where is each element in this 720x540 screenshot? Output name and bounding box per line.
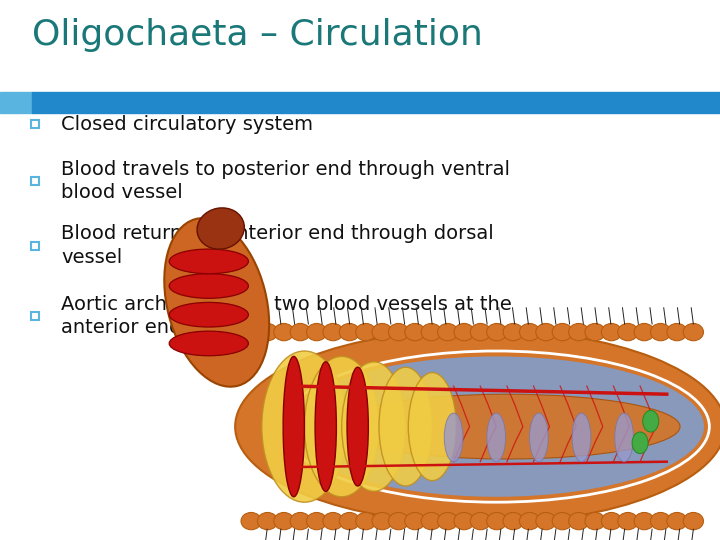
Bar xyxy=(0,92,32,113)
Ellipse shape xyxy=(164,218,269,387)
Bar xyxy=(32,92,720,113)
Ellipse shape xyxy=(197,208,244,249)
Ellipse shape xyxy=(257,512,278,530)
Ellipse shape xyxy=(323,512,343,530)
Ellipse shape xyxy=(421,512,441,530)
Ellipse shape xyxy=(519,512,540,530)
Ellipse shape xyxy=(388,323,409,341)
Text: Aortic arches link the two blood vessels at the
anterior end: Aortic arches link the two blood vessels… xyxy=(61,295,512,337)
Bar xyxy=(30,242,39,249)
Ellipse shape xyxy=(470,512,490,530)
Text: Oligochaeta – Circulation: Oligochaeta – Circulation xyxy=(32,18,483,52)
Ellipse shape xyxy=(487,323,507,341)
Ellipse shape xyxy=(572,413,591,462)
Ellipse shape xyxy=(388,512,409,530)
Ellipse shape xyxy=(356,323,376,341)
Ellipse shape xyxy=(438,512,458,530)
Ellipse shape xyxy=(618,512,638,530)
Ellipse shape xyxy=(274,323,294,341)
Ellipse shape xyxy=(683,512,703,530)
Ellipse shape xyxy=(487,413,505,462)
Ellipse shape xyxy=(438,323,458,341)
Bar xyxy=(30,312,39,320)
Ellipse shape xyxy=(408,373,456,481)
Ellipse shape xyxy=(169,274,248,298)
Ellipse shape xyxy=(454,323,474,341)
Ellipse shape xyxy=(536,323,556,341)
Ellipse shape xyxy=(552,323,572,341)
Ellipse shape xyxy=(257,323,278,341)
Ellipse shape xyxy=(342,362,405,491)
Ellipse shape xyxy=(667,323,687,341)
Ellipse shape xyxy=(405,323,425,341)
Ellipse shape xyxy=(307,512,327,530)
Ellipse shape xyxy=(470,323,490,341)
Ellipse shape xyxy=(283,356,305,497)
Ellipse shape xyxy=(585,323,606,341)
Ellipse shape xyxy=(650,512,671,530)
Ellipse shape xyxy=(290,323,310,341)
Ellipse shape xyxy=(169,331,248,356)
Ellipse shape xyxy=(241,323,261,341)
Ellipse shape xyxy=(601,323,621,341)
Ellipse shape xyxy=(405,512,425,530)
Ellipse shape xyxy=(667,512,687,530)
Bar xyxy=(30,177,39,185)
Text: Closed circulatory system: Closed circulatory system xyxy=(61,114,313,134)
Ellipse shape xyxy=(569,323,589,341)
Ellipse shape xyxy=(487,512,507,530)
Ellipse shape xyxy=(290,512,310,530)
Text: Blood returns to anterior end through dorsal
vessel: Blood returns to anterior end through do… xyxy=(61,225,494,267)
Ellipse shape xyxy=(536,512,556,530)
Ellipse shape xyxy=(618,323,638,341)
Ellipse shape xyxy=(634,512,654,530)
Ellipse shape xyxy=(454,512,474,530)
Ellipse shape xyxy=(307,323,327,341)
Ellipse shape xyxy=(235,329,720,524)
Ellipse shape xyxy=(274,512,294,530)
Ellipse shape xyxy=(585,512,606,530)
Ellipse shape xyxy=(315,362,336,491)
Ellipse shape xyxy=(323,323,343,341)
Ellipse shape xyxy=(305,356,379,497)
Ellipse shape xyxy=(334,394,680,459)
Text: Blood travels to posterior end through ventral
blood vessel: Blood travels to posterior end through v… xyxy=(61,160,510,202)
Ellipse shape xyxy=(503,512,523,530)
Ellipse shape xyxy=(552,512,572,530)
Ellipse shape xyxy=(569,512,589,530)
Ellipse shape xyxy=(169,302,248,327)
Ellipse shape xyxy=(634,323,654,341)
Bar xyxy=(30,120,39,128)
Ellipse shape xyxy=(643,410,659,432)
Ellipse shape xyxy=(650,323,671,341)
Ellipse shape xyxy=(372,323,392,341)
Ellipse shape xyxy=(421,323,441,341)
Ellipse shape xyxy=(169,249,248,274)
Ellipse shape xyxy=(529,413,548,462)
Ellipse shape xyxy=(372,512,392,530)
Ellipse shape xyxy=(601,512,621,530)
Ellipse shape xyxy=(339,512,359,530)
Ellipse shape xyxy=(241,512,261,530)
Ellipse shape xyxy=(615,413,634,462)
Ellipse shape xyxy=(262,351,347,502)
Ellipse shape xyxy=(347,367,369,486)
Ellipse shape xyxy=(519,323,540,341)
Ellipse shape xyxy=(632,432,648,454)
Ellipse shape xyxy=(289,356,704,497)
Ellipse shape xyxy=(356,512,376,530)
Ellipse shape xyxy=(683,323,703,341)
Ellipse shape xyxy=(379,367,432,486)
Ellipse shape xyxy=(444,413,463,462)
Ellipse shape xyxy=(339,323,359,341)
Ellipse shape xyxy=(503,323,523,341)
